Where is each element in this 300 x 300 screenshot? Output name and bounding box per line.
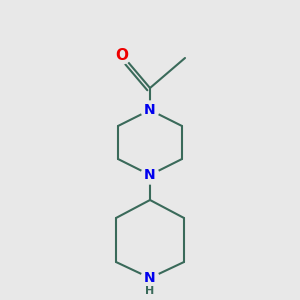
Text: H: H [146,286,154,296]
Text: N: N [144,103,156,117]
Circle shape [141,269,159,287]
Circle shape [141,166,159,184]
Circle shape [113,46,131,64]
Circle shape [141,101,159,119]
Circle shape [143,284,157,298]
Text: N: N [144,271,156,285]
Text: O: O [116,47,128,62]
Text: N: N [144,168,156,182]
